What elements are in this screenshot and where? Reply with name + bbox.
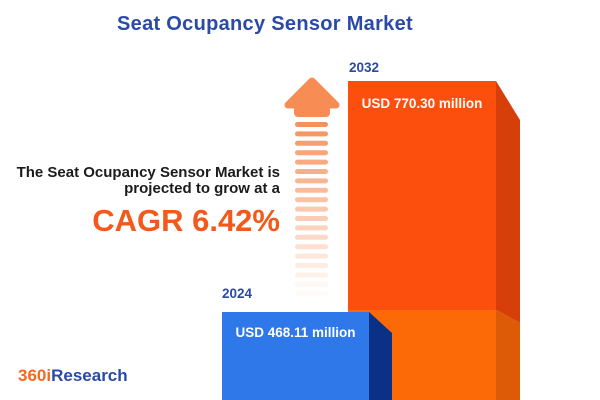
growth-arrow-dash — [295, 225, 328, 231]
growth-arrow-dash — [295, 253, 328, 259]
brand-logo-research: Research — [51, 366, 128, 385]
growth-arrow-dash-group — [295, 122, 328, 297]
bar-2032-side-bottom — [496, 310, 520, 400]
bar-2024-face — [222, 312, 369, 400]
growth-annotation: The Seat Ocupancy Sensor Market is proje… — [17, 165, 280, 239]
page-title: Seat Ocupancy Sensor Market — [117, 13, 413, 35]
growth-arrow-dash — [295, 263, 328, 268]
growth-arrow-dash — [295, 234, 328, 240]
growth-arrow-dash — [295, 140, 328, 146]
growth-arrow-dash — [295, 122, 328, 127]
growth-arrow-dash — [295, 197, 328, 203]
bar-2024-year-label: 2024 — [222, 286, 253, 301]
growth-arrow-dash — [295, 178, 328, 184]
brand-logo: 360iResearch — [18, 366, 128, 386]
bar-2032-face-top — [348, 81, 496, 310]
growth-arrow-dash — [295, 159, 328, 165]
bar-2032-side-top — [496, 81, 520, 323]
growth-arrow-dash — [295, 206, 328, 212]
growth-arrow-dash — [295, 291, 328, 297]
growth-arrow-dash — [295, 216, 328, 221]
growth-arrow-dash — [295, 244, 328, 250]
bar-2032-year-label: 2032 — [349, 60, 380, 75]
growth-arrow-dash — [295, 169, 328, 174]
cagr-value: CAGR 6.42% — [92, 203, 280, 238]
growth-arrow-dash — [295, 272, 328, 278]
bar-2024-side — [369, 312, 392, 400]
bar-2032-value-label: USD 770.30 million — [361, 96, 483, 111]
growth-arrow-dash — [295, 150, 328, 156]
growth-arrow-dash — [295, 131, 328, 137]
growth-arrow-dash — [295, 281, 328, 287]
bar-2024-value-label: USD 468.11 million — [235, 325, 356, 340]
brand-logo-360i: 360i — [18, 366, 52, 385]
annotation-line-2: projected to grow at a — [124, 179, 280, 197]
annotation-line-1: The Seat Ocupancy Sensor Market is — [16, 164, 280, 181]
growth-arrow-stem — [294, 100, 330, 117]
growth-arrow-dash — [295, 187, 328, 193]
